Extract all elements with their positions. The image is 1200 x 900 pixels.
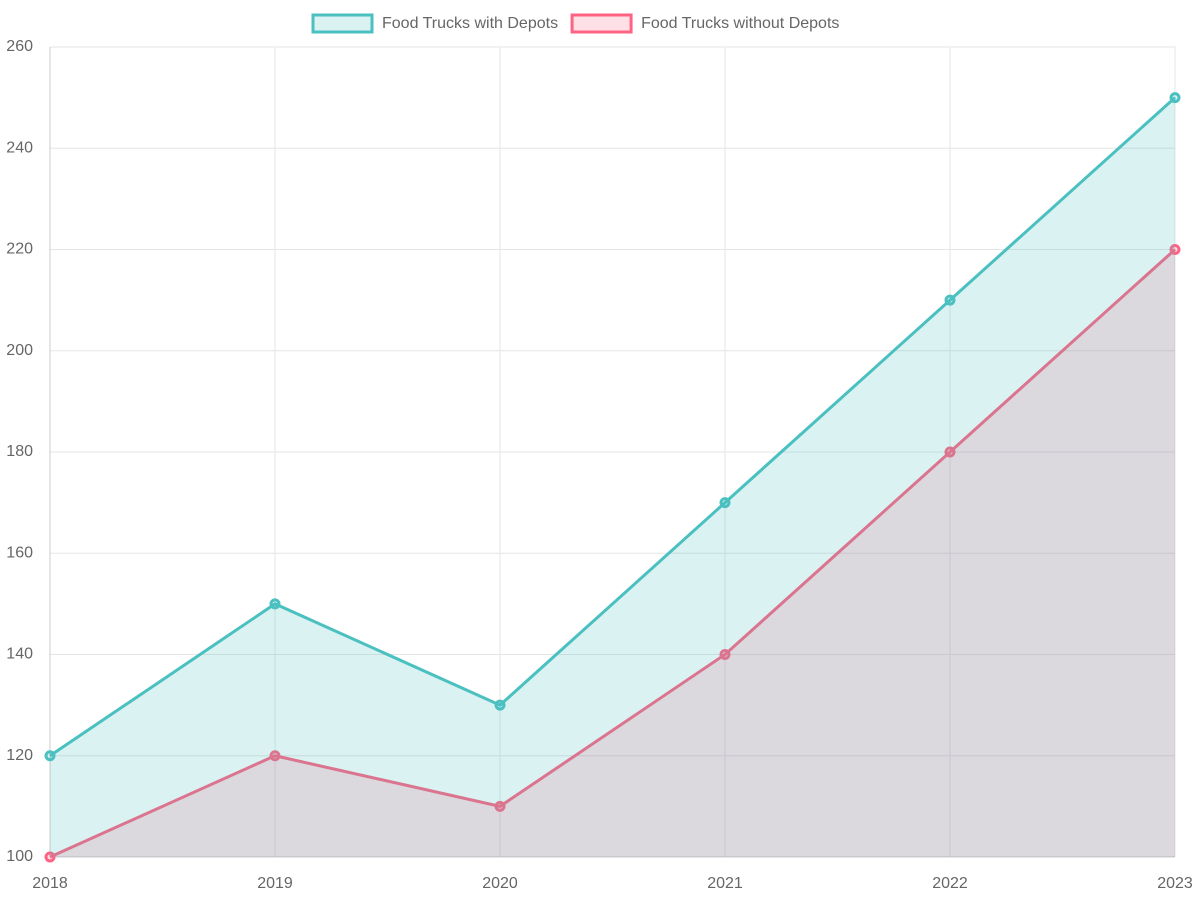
legend-swatch bbox=[311, 13, 374, 34]
point bbox=[1169, 244, 1181, 255]
area bbox=[50, 249, 1175, 857]
legend-swatch bbox=[570, 13, 633, 34]
y-tick-label: 160 bbox=[6, 544, 33, 561]
y-tick-label: 180 bbox=[6, 443, 33, 460]
point bbox=[1169, 92, 1181, 104]
x-tick-label: 2021 bbox=[707, 875, 743, 892]
y-tick-label: 240 bbox=[6, 139, 33, 156]
legend-label: Food Trucks with Depots bbox=[382, 15, 558, 32]
x-tick-label: 2020 bbox=[482, 875, 518, 892]
x-tick-label: 2018 bbox=[32, 875, 68, 892]
legend: Food Trucks with Depots Food Trucks witho… bbox=[311, 13, 839, 34]
y-tick-label: 120 bbox=[6, 747, 33, 764]
y-tick-label: 100 bbox=[6, 848, 33, 865]
x-tick-label: 2023 bbox=[1157, 875, 1193, 892]
y-tick-label: 200 bbox=[6, 342, 33, 359]
line bbox=[49, 248, 1177, 859]
y-tick-label: 220 bbox=[6, 241, 33, 258]
point bbox=[269, 598, 281, 610]
area bbox=[50, 97, 1175, 857]
point bbox=[719, 649, 731, 660]
y-tick-label: 260 bbox=[6, 38, 33, 55]
point bbox=[44, 750, 56, 762]
point bbox=[494, 800, 506, 812]
x-tick-label: 2022 bbox=[932, 875, 968, 892]
point bbox=[269, 750, 281, 762]
y-tick-label: 140 bbox=[6, 646, 33, 663]
x-tick-label: 2019 bbox=[257, 875, 293, 892]
legend-label: Food Trucks without Depots bbox=[641, 15, 839, 32]
point bbox=[494, 699, 506, 711]
point bbox=[44, 851, 56, 863]
point bbox=[719, 497, 731, 509]
line bbox=[49, 96, 1177, 757]
point bbox=[944, 446, 956, 458]
point bbox=[944, 294, 956, 306]
